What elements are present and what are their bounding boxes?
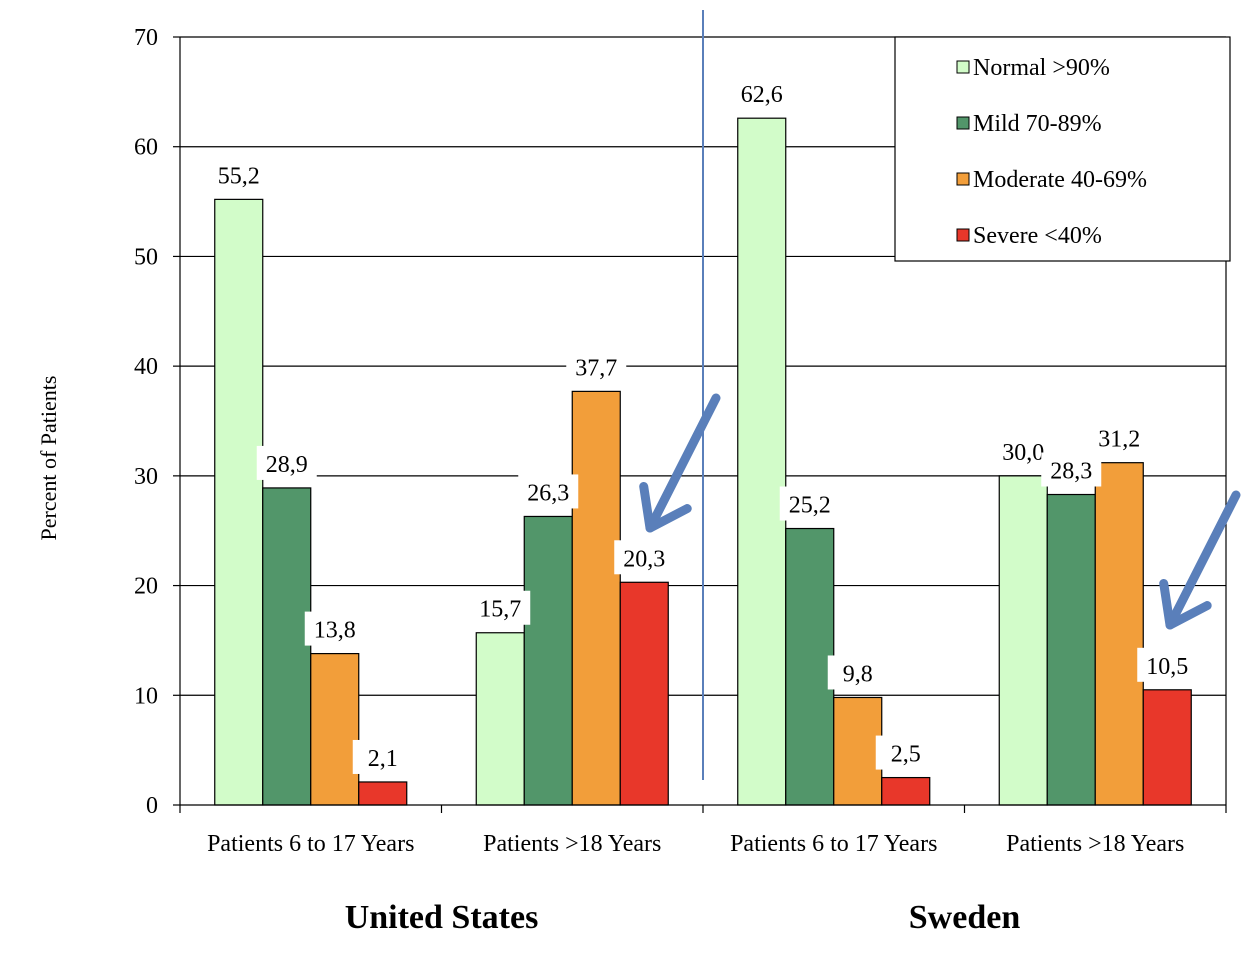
bar — [262, 487, 312, 806]
legend-label: Mild 70-89% — [973, 111, 1102, 137]
axes: 0 10 20 30 40 50 60 70 Patients 6 to 17 Years Pat… — [134, 25, 1227, 936]
data-label: 20,3 — [623, 546, 665, 572]
data-label: 30,0 — [1002, 440, 1044, 466]
legend-swatch — [956, 60, 970, 74]
data-label: 28,9 — [266, 452, 308, 478]
data-label: 55,2 — [218, 163, 260, 189]
legend-swatch — [956, 228, 970, 242]
group-label: Sweden — [909, 899, 1021, 936]
legend-label: Normal >90% — [973, 55, 1110, 81]
data-label: 10,5 — [1146, 654, 1188, 680]
legend-label: Severe <40% — [973, 223, 1102, 249]
legend-swatch — [956, 172, 970, 186]
bar — [358, 781, 408, 806]
data-label: 13,8 — [314, 618, 356, 644]
data-label-background — [566, 349, 627, 384]
data-label: 62,6 — [741, 82, 783, 108]
bar — [833, 696, 883, 806]
legend-swatch — [956, 116, 970, 130]
annotation-arrow — [645, 393, 721, 533]
data-label: 26,3 — [527, 480, 569, 506]
y-tick-label: 50 — [134, 244, 158, 270]
data-label-background — [304, 611, 365, 646]
y-tick-label: 40 — [134, 354, 158, 380]
x-tick-label: Patients 6 to 17 Years — [207, 831, 414, 857]
data-label: 31,2 — [1098, 427, 1140, 453]
annotations — [639, 10, 1241, 780]
annotation-arrow — [1165, 490, 1241, 630]
data-label: 37,7 — [575, 355, 617, 381]
bar — [1142, 689, 1192, 806]
data-label: 9,8 — [843, 661, 873, 687]
legend-box — [894, 36, 1231, 262]
data-label: 15,7 — [479, 597, 521, 623]
data-labels: 55,2 28,9 13,8 2,1 15,7 26,3 37,7 20,3 62,6 25,2 9… — [208, 76, 1198, 774]
bar — [785, 527, 835, 806]
data-label-background — [1041, 452, 1102, 487]
y-tick-label: 20 — [134, 574, 158, 600]
annotation-arrowhead — [639, 481, 692, 533]
bar — [1046, 493, 1096, 806]
bar — [737, 117, 787, 806]
data-label: 28,3 — [1050, 459, 1092, 485]
data-label-background — [827, 655, 888, 690]
y-axis-label: Percent of Patients — [36, 376, 61, 541]
legend-label: Moderate 40-69% — [973, 167, 1147, 193]
bar — [1094, 462, 1144, 806]
bar — [571, 390, 621, 806]
data-label: 2,1 — [368, 746, 398, 772]
data-label: 25,2 — [789, 493, 831, 519]
data-label-background — [470, 590, 531, 625]
annotation-arrowhead — [1159, 578, 1212, 630]
bar — [310, 652, 360, 806]
data-label-background — [208, 157, 269, 192]
bars — [214, 117, 1192, 806]
bar — [214, 198, 264, 806]
bar — [998, 475, 1048, 806]
data-label: 2,5 — [891, 742, 921, 768]
x-tick-label: Patients 6 to 17 Years — [730, 831, 937, 857]
bar — [619, 581, 669, 806]
data-label-background — [614, 540, 675, 575]
data-label-background — [518, 474, 579, 509]
data-label-background — [731, 76, 792, 111]
bar — [475, 632, 525, 806]
group-label: United States — [345, 899, 539, 936]
data-label-background — [352, 739, 413, 774]
data-label-background — [1137, 647, 1198, 682]
bar — [523, 515, 573, 806]
bar — [881, 776, 931, 806]
x-tick-label: Patients >18 Years — [1006, 831, 1184, 857]
y-tick-label: 10 — [134, 683, 158, 709]
y-tick-label: 70 — [134, 25, 158, 51]
legend: Normal >90% Mild 70-89% Moderate 40-69% Sev… — [894, 36, 1231, 262]
y-tick-label: 60 — [134, 135, 158, 161]
data-label-background — [256, 445, 317, 480]
y-tick-label: 0 — [146, 793, 158, 819]
data-label-background — [1089, 420, 1150, 455]
data-label-background — [779, 486, 840, 521]
y-tick-label: 30 — [134, 464, 158, 490]
data-label-background — [875, 735, 936, 770]
x-tick-label: Patients >18 Years — [483, 831, 661, 857]
